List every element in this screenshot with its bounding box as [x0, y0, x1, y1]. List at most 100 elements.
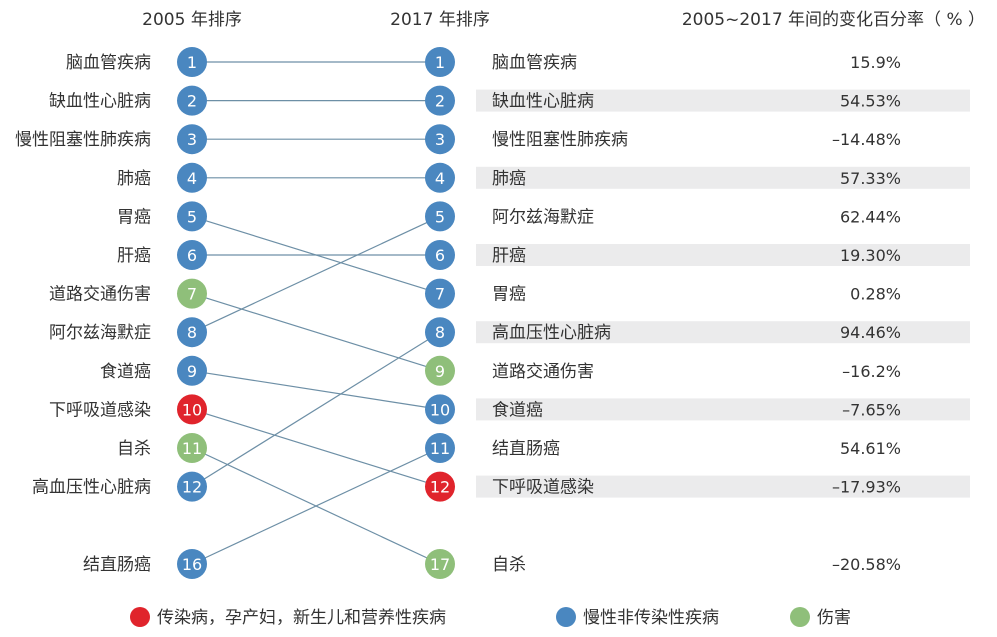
left-rank-circle: [177, 317, 207, 348]
left-rank-circle: [177, 240, 207, 270]
right-rank-number: 5: [435, 207, 445, 226]
right-rank-circle: [425, 433, 455, 463]
left-rank-circle: [177, 201, 207, 232]
right-rank-number: 9: [435, 362, 445, 381]
left-disease-label: 缺血性心脏病: [49, 92, 151, 112]
left-rank-number: 2: [187, 92, 197, 111]
row-stripes: [476, 89, 970, 498]
right-rank-number: 6: [435, 246, 445, 265]
left-rank-circle: [177, 549, 207, 579]
right-disease-label: 胃癌: [492, 285, 526, 305]
right-disease-label: 自杀: [492, 555, 526, 575]
change-percent: 57.33%: [840, 169, 901, 188]
left-rank-number: 3: [187, 130, 197, 149]
left-rank-number: 6: [187, 246, 197, 265]
left-rank-circle: [177, 394, 207, 425]
left-rank-number: 12: [182, 478, 202, 497]
left-rank-circle: [177, 471, 207, 502]
rank-links: [191, 61, 441, 565]
left-rank-number: 9: [187, 362, 197, 381]
middle-column-header: 2017 年排序: [390, 10, 490, 30]
left-rank-number: 1: [187, 53, 197, 72]
left-rank-number: 11: [182, 439, 202, 458]
change-percent: –16.2%: [842, 362, 901, 381]
change-percent: 54.61%: [840, 439, 901, 458]
left-disease-label: 肺癌: [117, 169, 151, 189]
right-rank-circle: [425, 240, 455, 270]
row-stripe: [476, 89, 970, 112]
left-rank-number: 8: [187, 323, 197, 342]
right-rank-circle: [425, 278, 455, 309]
change-percent: –20.58%: [832, 555, 901, 574]
legend-label: 伤害: [817, 608, 851, 628]
left-disease-label: 高血压性心脏病: [32, 478, 151, 498]
change-column-header: 2005~2017 年间的变化百分率（ % ）: [682, 10, 985, 30]
rank-link: [191, 331, 441, 488]
right-disease-label: 阿尔兹海默症: [492, 207, 594, 227]
change-percent: 54.53%: [840, 92, 901, 111]
left-rank-circle: [177, 433, 207, 463]
right-rank-circle: [425, 201, 455, 232]
left-rank-circle: [177, 47, 207, 77]
left-rank-number: 7: [187, 285, 197, 304]
row-stripe: [476, 166, 970, 189]
left-rank-number: 4: [187, 169, 197, 188]
row-stripe: [476, 475, 970, 498]
rank-link: [191, 447, 441, 565]
right-rank-number: 8: [435, 323, 445, 342]
change-percent: 94.46%: [840, 323, 901, 342]
left-rank-number: 5: [187, 207, 197, 226]
right-disease-label: 缺血性心脏病: [492, 92, 594, 112]
right-rank-number: 7: [435, 285, 445, 304]
right-disease-label: 道路交通伤害: [492, 362, 594, 382]
left-disease-label: 阿尔兹海默症: [49, 323, 151, 343]
right-disease-label: 高血压性心脏病: [492, 323, 611, 343]
left-disease-label: 食道癌: [100, 362, 151, 382]
right-rank-number: 17: [430, 555, 450, 574]
left-disease-label: 道路交通伤害: [49, 285, 151, 305]
left-disease-label: 结直肠癌: [83, 555, 151, 575]
right-rank-number: 2: [435, 92, 445, 111]
right-rank-circle: [425, 317, 455, 348]
change-percent: 15.9%: [850, 53, 901, 72]
rank-link: [191, 408, 441, 488]
legend-swatch: [790, 607, 810, 627]
change-percent: –14.48%: [832, 130, 901, 149]
right-disease-label: 食道癌: [492, 400, 543, 420]
right-rank-column: 1 脑血管疾病 15.9% 2 缺血性心脏病 54.53% 3 慢性阻塞性肺疾病 –14.48%…: [425, 47, 901, 579]
right-rank-number: 1: [435, 53, 445, 72]
left-disease-label: 自杀: [117, 439, 151, 459]
legend-swatch: [556, 607, 576, 627]
right-rank-circle: [425, 471, 455, 502]
left-rank-circle: [177, 124, 207, 155]
rank-link: [191, 370, 441, 410]
right-disease-label: 结直肠癌: [492, 439, 560, 459]
legend: 传染病，孕产妇，新生儿和营养性疾病 慢性非传染性疾病 伤害: [130, 607, 851, 628]
row-stripe: [476, 321, 970, 344]
left-rank-number: 16: [182, 555, 202, 574]
right-disease-label: 慢性阻塞性肺疾病: [492, 129, 628, 150]
right-rank-number: 4: [435, 169, 445, 188]
left-disease-label: 慢性阻塞性肺疾病: [15, 129, 151, 150]
right-rank-number: 11: [430, 439, 450, 458]
row-stripe: [476, 398, 970, 421]
row-stripe: [476, 244, 970, 266]
legend-swatch: [130, 607, 150, 627]
left-rank-number: 10: [182, 400, 202, 419]
right-rank-circle: [425, 124, 455, 155]
left-rank-circle: [177, 85, 207, 116]
change-percent: 62.44%: [840, 207, 901, 226]
left-disease-label: 肝癌: [117, 246, 151, 266]
left-rank-column: 脑血管疾病 1 缺血性心脏病 2 慢性阻塞性肺疾病 3 肺癌 4 胃癌 5 肝癌 6 道路交通伤害 7 阿尔…: [15, 47, 207, 579]
change-percent: 0.28%: [850, 285, 901, 304]
change-percent: –7.65%: [842, 400, 901, 419]
left-disease-label: 下呼吸道感染: [49, 400, 151, 420]
change-percent: –17.93%: [832, 478, 901, 497]
right-disease-label: 下呼吸道感染: [492, 478, 594, 498]
legend-label: 传染病，孕产妇，新生儿和营养性疾病: [157, 608, 446, 628]
left-rank-circle: [177, 278, 207, 309]
left-rank-circle: [177, 355, 207, 386]
left-rank-circle: [177, 162, 207, 193]
right-rank-circle: [425, 355, 455, 386]
